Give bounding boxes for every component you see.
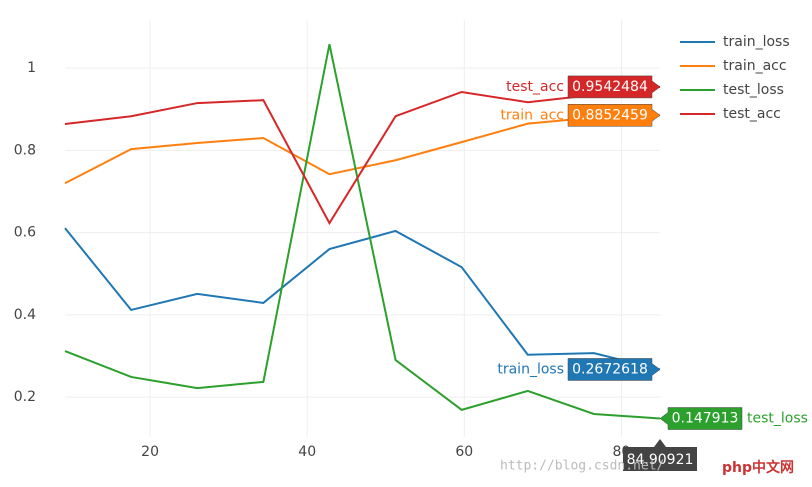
x-tick-label: 40 [298, 444, 316, 460]
hover-label: 0.8852459 train_acc [500, 104, 661, 127]
hover-value: 0.2672618 [572, 361, 648, 377]
legend-label: test_acc [723, 106, 781, 122]
legend-label: train_acc [723, 58, 787, 74]
logo: php中文网 [722, 459, 794, 476]
hover-label: 0.2672618 train_loss [497, 358, 661, 381]
y-tick-label: 1 [27, 60, 36, 76]
line-series [64, 114, 661, 185]
hover-box [567, 358, 661, 381]
hover-name: test_acc [506, 79, 564, 95]
y-tick-label: 0.4 [14, 307, 36, 323]
watermark: http://blog.csdn.net/ [500, 459, 664, 474]
x-tick-label: 20 [141, 444, 159, 460]
line-series [64, 227, 661, 371]
hover-value: 0.147913 [672, 411, 739, 427]
hover-value: 0.8852459 [572, 107, 648, 123]
hover-name: train_loss [497, 361, 564, 377]
hover-label: 0.147913 test_loss [659, 407, 808, 430]
hover-label: 0.9542484 test_acc [506, 75, 661, 99]
hover-name: test_loss [747, 411, 808, 427]
legend-label: test_loss [723, 82, 784, 98]
hover-name: train_acc [500, 107, 564, 123]
hover-value: 0.9542484 [572, 79, 648, 95]
hover-x-label: 84.90921 [623, 439, 697, 471]
line-series [64, 85, 661, 226]
y-tick-label: 0.8 [14, 142, 36, 158]
line-series [64, 44, 661, 420]
hover-box [623, 439, 697, 471]
x-tick-label: 60 [455, 444, 473, 460]
y-tick-label: 0.6 [14, 225, 36, 241]
y-tick-label: 0.2 [14, 389, 36, 405]
hover-box [567, 104, 661, 127]
hover-x-value: 84.90921 [627, 452, 694, 468]
hover-box [659, 407, 743, 430]
legend-label: train_loss [723, 34, 790, 50]
hover-box [567, 75, 661, 99]
